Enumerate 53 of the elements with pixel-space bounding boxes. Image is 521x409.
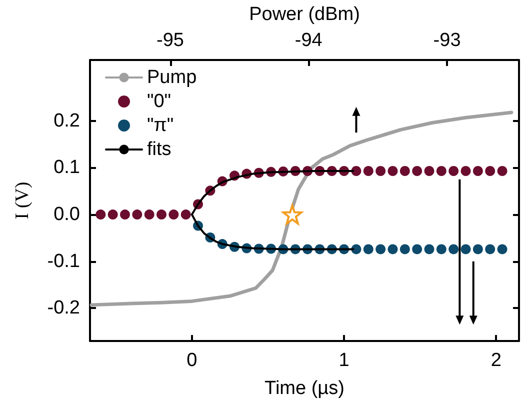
point (376, 166, 386, 176)
point (412, 166, 422, 176)
point (448, 244, 459, 254)
point (485, 166, 496, 176)
y-axis-title: I (V) (12, 182, 33, 220)
x-tick-label: 1 (338, 350, 350, 371)
x2-tick-label: -93 (433, 30, 461, 51)
point (108, 210, 118, 220)
line-series (90, 110, 514, 307)
point (400, 166, 410, 176)
point (96, 210, 106, 220)
y-tick-label: 0.0 (54, 204, 80, 226)
point (363, 166, 374, 176)
x2-axis-title: Power (dBm) (249, 4, 360, 25)
legend-label: "π" (147, 115, 174, 136)
point (120, 210, 130, 220)
point (351, 244, 362, 254)
x-tick-label: 0 (186, 350, 198, 371)
y-tick-label: 0.2 (54, 110, 80, 132)
point (376, 244, 386, 254)
x-axis-title: Time (µs) (264, 378, 344, 399)
point (424, 166, 434, 176)
legend-label: Pump (147, 67, 197, 88)
point (180, 210, 191, 220)
y-tick-label: -0.2 (47, 298, 80, 319)
point (485, 244, 496, 254)
point (144, 210, 154, 220)
point (436, 166, 446, 176)
point (412, 244, 422, 254)
point (436, 244, 446, 254)
x2-tick-label: -94 (294, 30, 323, 51)
x2-tick-label: -95 (156, 30, 184, 51)
y-tick-label: 0.1 (54, 157, 80, 178)
x-tick-label: 2 (490, 350, 502, 371)
legend-label: fits (147, 139, 172, 160)
point (497, 244, 508, 254)
point (497, 166, 508, 176)
point (388, 244, 398, 254)
point (168, 210, 179, 220)
point (424, 244, 434, 254)
point (472, 166, 483, 176)
y-tick-label: -0.1 (47, 250, 80, 272)
point (472, 244, 483, 254)
point (388, 166, 398, 176)
point (363, 244, 374, 254)
point (400, 244, 410, 254)
point (156, 210, 166, 220)
legend-label: "0" (147, 91, 172, 112)
point (460, 244, 471, 254)
point (351, 166, 362, 176)
point (448, 166, 459, 176)
point (132, 210, 142, 220)
point (460, 166, 471, 176)
